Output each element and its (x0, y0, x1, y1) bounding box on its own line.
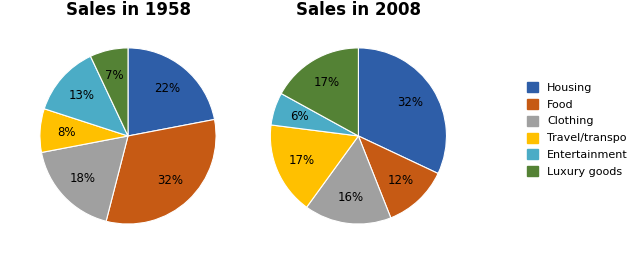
Wedge shape (358, 48, 447, 174)
Text: 7%: 7% (105, 69, 124, 82)
Wedge shape (42, 136, 128, 221)
Text: 22%: 22% (154, 82, 180, 95)
Wedge shape (358, 136, 438, 218)
Wedge shape (128, 48, 214, 136)
Text: 32%: 32% (157, 174, 183, 188)
Text: 32%: 32% (397, 96, 424, 110)
Title: Sales in 1958: Sales in 1958 (65, 1, 191, 19)
Wedge shape (270, 125, 358, 207)
Title: Sales in 2008: Sales in 2008 (296, 1, 421, 19)
Legend: Housing, Food, Clothing, Travel/transpo, Entertainment, Luxury goods: Housing, Food, Clothing, Travel/transpo,… (524, 78, 631, 181)
Text: 6%: 6% (291, 110, 309, 124)
Wedge shape (307, 136, 391, 224)
Text: 8%: 8% (57, 126, 76, 139)
Wedge shape (44, 56, 128, 136)
Wedge shape (40, 109, 128, 153)
Text: 13%: 13% (68, 89, 95, 102)
Wedge shape (106, 119, 216, 224)
Text: 17%: 17% (314, 76, 340, 89)
Text: 16%: 16% (338, 191, 364, 204)
Wedge shape (90, 48, 128, 136)
Text: 12%: 12% (388, 174, 413, 188)
Wedge shape (271, 93, 358, 136)
Wedge shape (281, 48, 358, 136)
Text: 18%: 18% (70, 172, 96, 185)
Text: 17%: 17% (289, 154, 315, 167)
